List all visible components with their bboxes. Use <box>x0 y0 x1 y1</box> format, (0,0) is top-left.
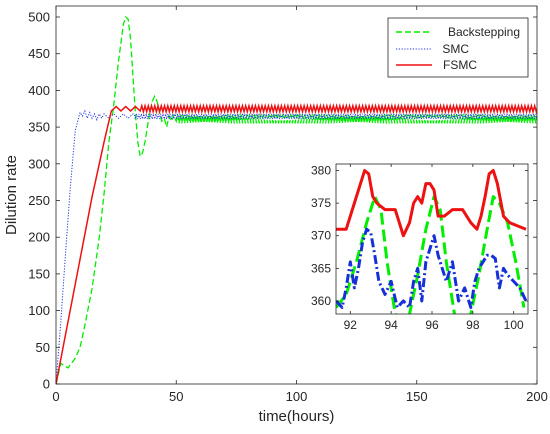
legend-box <box>387 17 529 78</box>
y-tick-label: 400 <box>28 83 50 98</box>
y-tick-label: 200 <box>28 230 50 245</box>
x-tick-label: 150 <box>406 389 428 404</box>
y-tick-label: 350 <box>28 120 50 135</box>
y-tick-label: 0 <box>43 377 50 392</box>
y-axis-label: Dilution rate <box>3 155 20 235</box>
inset-x-tick-label: 98 <box>466 318 480 332</box>
legend-label-backstepping: Backstepping <box>448 25 520 39</box>
y-tick-label: 100 <box>28 303 50 318</box>
legend-entry-backstepping: Backstepping <box>396 25 520 39</box>
series-line-fsmc <box>56 103 537 384</box>
inset-series-smc <box>336 227 528 309</box>
inset-y-tick-label: 365 <box>311 261 331 275</box>
main-axis-ticks: 0 50 100 150 200 0 50 100 150 200 250 300 350 400 450 5… <box>28 6 548 404</box>
y-tick-label: 50 <box>36 340 50 355</box>
legend: Backstepping SMC FSMC <box>387 17 529 78</box>
x-tick-label: 100 <box>286 389 308 404</box>
inset-x-tick-label: 94 <box>384 318 398 332</box>
inset-axis-ticks: 92 94 96 98 100 360 365 370 375 380 <box>311 164 528 332</box>
y-tick-label: 500 <box>28 10 50 25</box>
inset-y-tick-label: 380 <box>311 164 331 178</box>
inset-x-tick-label: 92 <box>344 318 358 332</box>
x-tick-label: 50 <box>169 389 183 404</box>
x-axis-label: time(hours) <box>259 408 335 425</box>
y-tick-label: 300 <box>28 156 50 171</box>
inset-series-fsmc <box>336 169 527 238</box>
x-tick-label: 0 <box>52 389 59 404</box>
y-tick-label: 150 <box>28 266 50 281</box>
inset-y-tick-label: 360 <box>311 294 331 308</box>
x-tick-label: 200 <box>526 389 548 404</box>
y-tick-label: 450 <box>28 46 50 61</box>
inset-plot: 92 94 96 98 100 360 365 370 375 380 <box>311 164 529 332</box>
series-line-smc <box>56 109 537 384</box>
y-tick-label: 250 <box>28 193 50 208</box>
legend-entry-fsmc: FSMC <box>396 58 477 72</box>
inset-y-tick-label: 370 <box>311 229 331 243</box>
inset-x-tick-label: 100 <box>504 318 524 332</box>
legend-label-fsmc: FSMC <box>443 58 477 72</box>
main-series-group <box>56 15 537 384</box>
inset-series-group <box>336 169 528 314</box>
legend-label-smc: SMC <box>442 42 469 56</box>
legend-entry-smc: SMC <box>396 42 469 56</box>
inset-y-tick-label: 375 <box>311 196 331 210</box>
inset-x-tick-label: 96 <box>425 318 439 332</box>
